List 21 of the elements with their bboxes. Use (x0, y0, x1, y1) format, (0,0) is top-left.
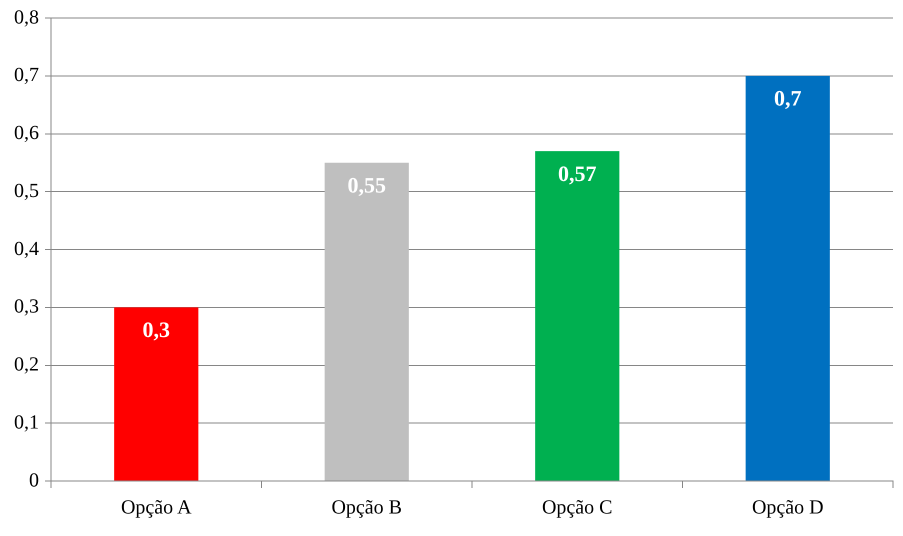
y-tick-label: 0,3 (14, 296, 39, 318)
bar (746, 76, 830, 480)
y-tick-label: 0,5 (14, 180, 39, 202)
data-label: 0,55 (348, 172, 386, 198)
x-tick-label: Opção D (752, 496, 824, 518)
bar (535, 151, 620, 480)
data-label: 0,7 (774, 86, 802, 111)
y-tick-label: 0,1 (14, 411, 39, 434)
y-tick-label: 0,6 (14, 122, 39, 144)
bar (324, 162, 409, 480)
y-tick-label: 0,4 (14, 238, 39, 260)
bar (114, 307, 198, 480)
y-tick-label: 0,8 (14, 6, 39, 28)
y-tick-label: 0,2 (14, 354, 39, 376)
data-label: 0,57 (558, 160, 596, 186)
x-tick-label: Opção B (331, 496, 402, 518)
data-label: 0,3 (142, 317, 170, 342)
x-tick-label: Opção C (542, 496, 613, 518)
x-tick-label: Opção A (120, 496, 192, 518)
y-tick-label: 0 (29, 469, 39, 492)
y-tick-label: 0,7 (14, 64, 39, 86)
